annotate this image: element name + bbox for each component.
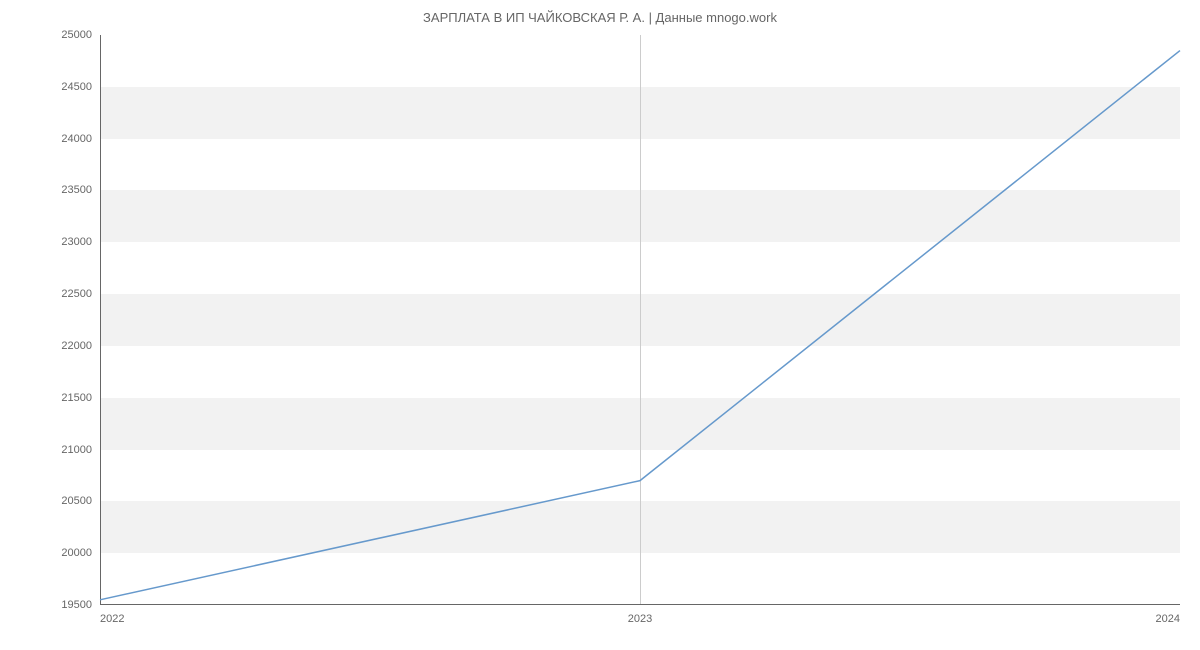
y-tick-label: 23500 [61,184,92,196]
chart-title: ЗАРПЛАТА В ИП ЧАЙКОВСКАЯ Р. А. | Данные … [0,10,1200,25]
y-tick-label: 21000 [61,444,92,456]
y-tick-label: 24500 [61,81,92,93]
y-tick-label: 20000 [61,547,92,559]
series-line-salary [100,51,1180,600]
y-tick-label: 24000 [61,133,92,145]
y-tick-label: 21500 [61,392,92,404]
y-tick-label: 22500 [61,288,92,300]
plot-area: 1950020000205002100021500220002250023000… [100,35,1180,605]
x-tick-label: 2022 [100,613,124,625]
y-tick-label: 25000 [61,29,92,41]
y-tick-label: 23000 [61,236,92,248]
x-tick-label: 2024 [1156,613,1180,625]
line-layer [100,35,1180,605]
y-tick-label: 20500 [61,495,92,507]
y-tick-label: 22000 [61,340,92,352]
y-tick-label: 19500 [61,599,92,611]
salary-chart: ЗАРПЛАТА В ИП ЧАЙКОВСКАЯ Р. А. | Данные … [0,0,1200,650]
x-tick-label: 2023 [628,613,652,625]
